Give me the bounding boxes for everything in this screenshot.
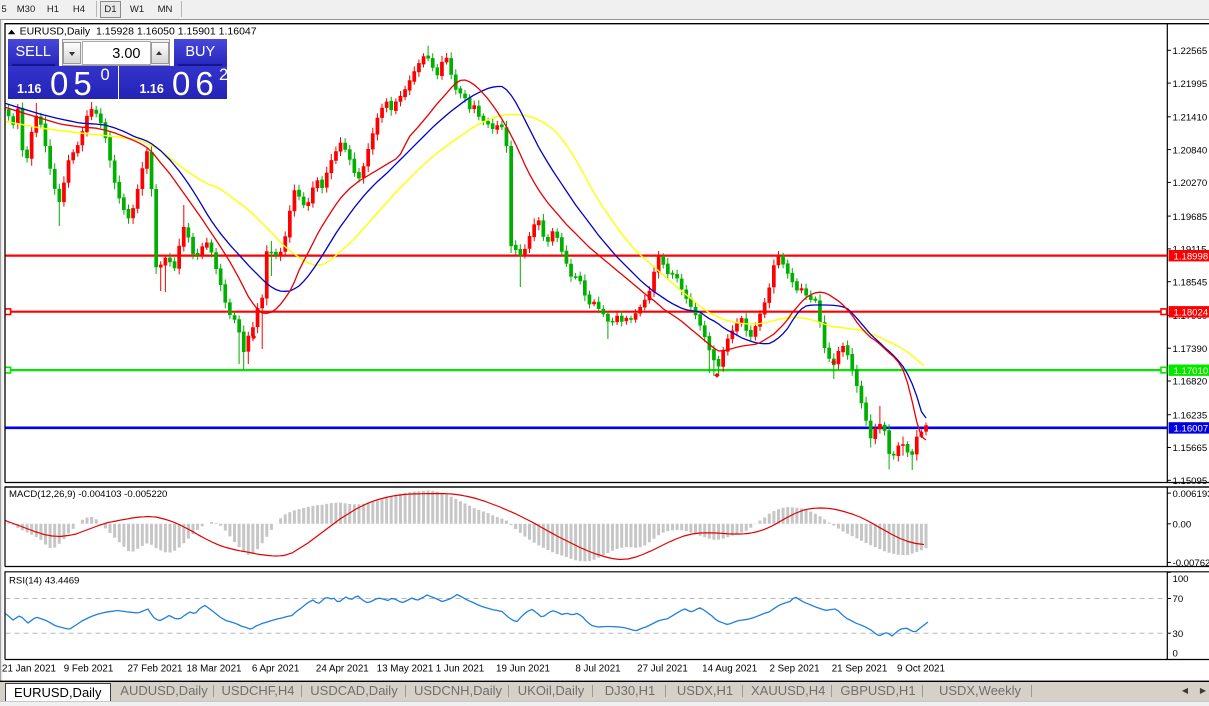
svg-text:0.00: 0.00 [1173, 520, 1192, 531]
svg-text:1.22565: 1.22565 [1173, 46, 1208, 57]
svg-text:1.21410: 1.21410 [1173, 113, 1208, 124]
svg-text:1.18545: 1.18545 [1173, 277, 1208, 288]
svg-text:1 Jun 2021: 1 Jun 2021 [436, 664, 484, 675]
svg-text:0: 0 [1173, 649, 1178, 660]
svg-text:1.17390: 1.17390 [1173, 344, 1208, 355]
svg-text:MACD(12,26,9) -0.004103 -0.005: MACD(12,26,9) -0.004103 -0.005220 [9, 489, 167, 500]
svg-text:18 Mar 2021: 18 Mar 2021 [186, 664, 241, 675]
svg-text:100: 100 [1173, 574, 1189, 585]
svg-text:EURUSD,Daily 1.15928 1.16050: EURUSD,Daily 1.15928 1.16050 1.15901 1.1… [20, 25, 257, 37]
svg-text:19 Jun 2021: 19 Jun 2021 [496, 664, 550, 675]
svg-text:1.18024: 1.18024 [1174, 308, 1209, 319]
svg-text:1.16820: 1.16820 [1173, 377, 1208, 388]
svg-text:2 Sep 2021: 2 Sep 2021 [769, 664, 819, 675]
svg-text:0.006193: 0.006193 [1173, 489, 1209, 500]
svg-text:70: 70 [1173, 594, 1184, 605]
svg-text:9 Feb 2021: 9 Feb 2021 [64, 664, 114, 675]
svg-text:21 Sep 2021: 21 Sep 2021 [832, 664, 888, 675]
svg-text:30: 30 [1173, 629, 1184, 640]
svg-text:8 Jul 2021: 8 Jul 2021 [575, 664, 620, 675]
svg-text:1.15665: 1.15665 [1173, 443, 1208, 454]
svg-text:9 Oct 2021: 9 Oct 2021 [897, 664, 945, 675]
svg-text:6 Apr 2021: 6 Apr 2021 [252, 664, 299, 675]
svg-text:27 Feb 2021: 27 Feb 2021 [127, 664, 182, 675]
svg-text:1.20840: 1.20840 [1173, 145, 1208, 156]
svg-text:1.20270: 1.20270 [1173, 178, 1208, 189]
svg-text:1.21995: 1.21995 [1173, 79, 1208, 90]
svg-text:27 Jul 2021: 27 Jul 2021 [637, 664, 688, 675]
svg-text:21 Jan 2021: 21 Jan 2021 [2, 664, 56, 675]
svg-text:1.18998: 1.18998 [1174, 251, 1209, 262]
svg-text:1.19685: 1.19685 [1173, 212, 1208, 223]
svg-text:1.16235: 1.16235 [1173, 410, 1208, 421]
svg-text:14 Aug 2021: 14 Aug 2021 [702, 664, 757, 675]
svg-text:13 May 2021: 13 May 2021 [377, 664, 434, 675]
svg-text:RSI(14) 43.4469: RSI(14) 43.4469 [9, 576, 79, 587]
svg-text:1.16007: 1.16007 [1174, 424, 1209, 435]
svg-text:24 Apr 2021: 24 Apr 2021 [316, 664, 369, 675]
svg-text:1.15095: 1.15095 [1173, 476, 1208, 487]
svg-text:1.17010: 1.17010 [1174, 366, 1209, 377]
